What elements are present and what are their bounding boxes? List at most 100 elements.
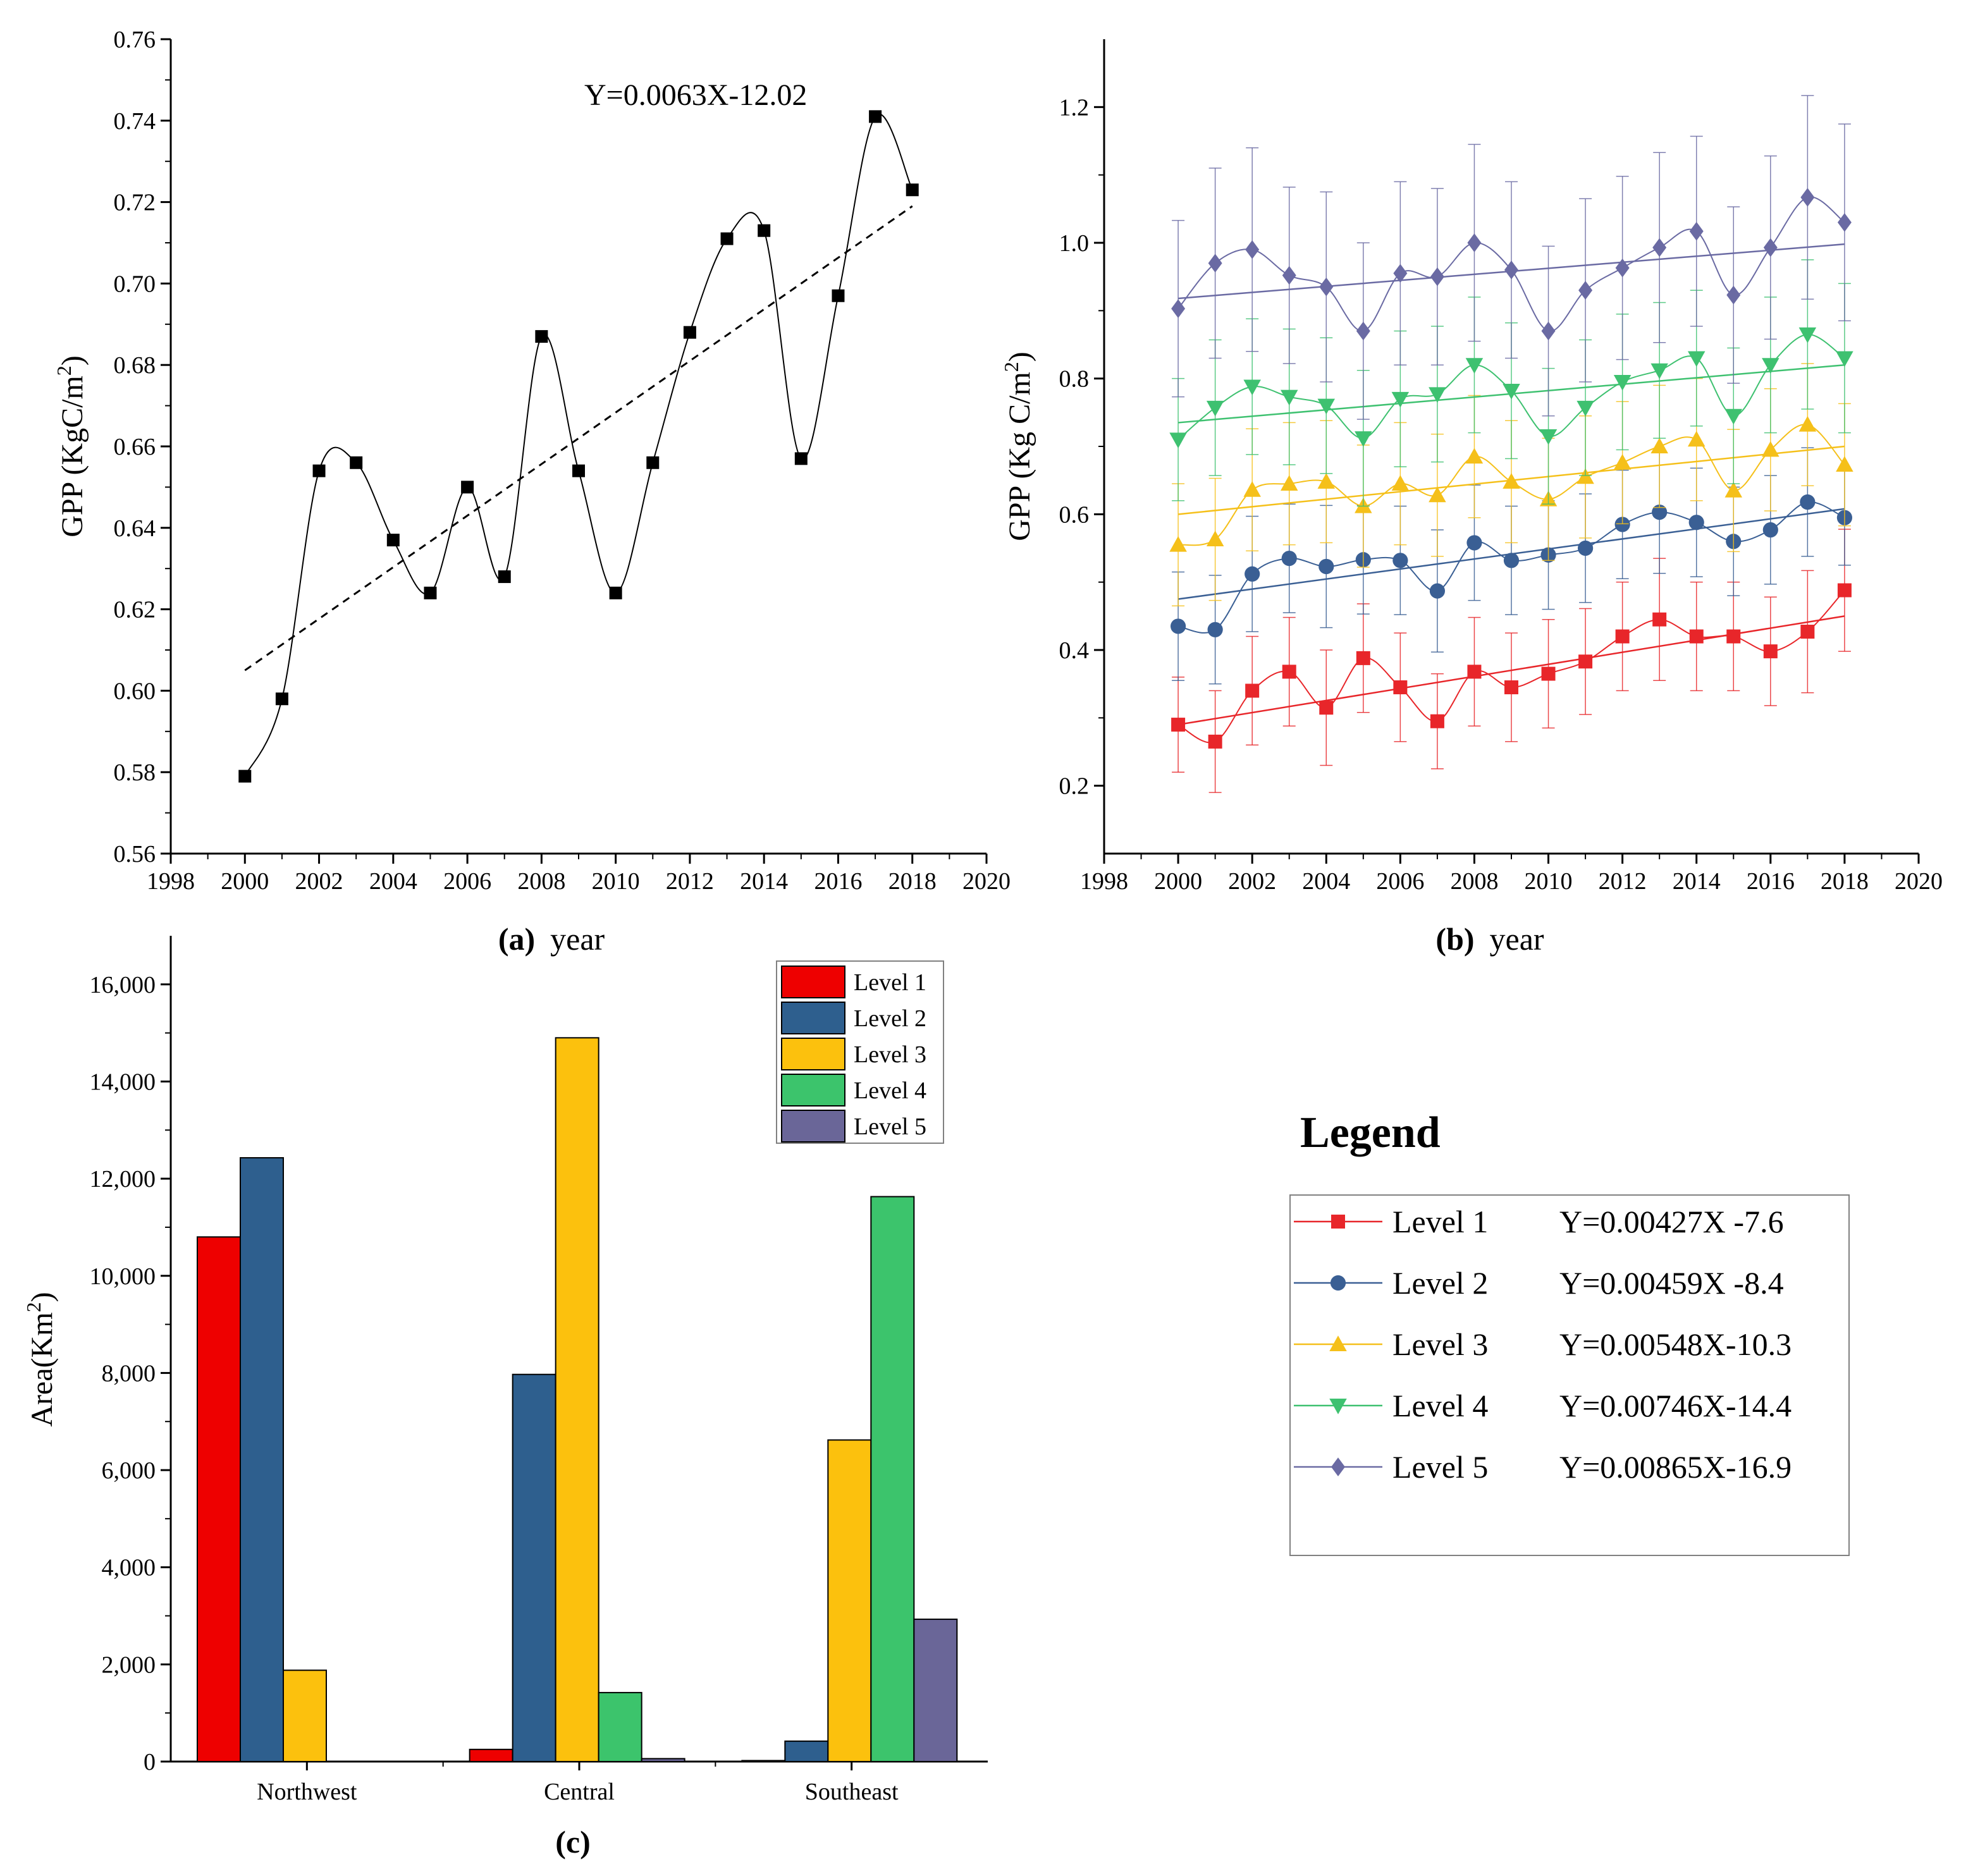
data-point [1836, 351, 1853, 367]
data-point [1393, 264, 1408, 283]
data-point [1798, 327, 1817, 343]
y-tick-label: 4,000 [102, 1555, 156, 1581]
data-point [1503, 473, 1520, 489]
data-point [1243, 379, 1261, 396]
x-tick-label: 2002 [295, 868, 343, 895]
data-point [1652, 505, 1668, 520]
data-point [1391, 391, 1410, 408]
data-point [312, 464, 326, 477]
data-point [1613, 454, 1632, 470]
data-point [1281, 551, 1297, 567]
x-tick-label: 2014 [1673, 868, 1721, 895]
data-point [1465, 358, 1484, 374]
bar-central-level-3 [555, 1037, 599, 1762]
x-tick-label: 2008 [1450, 868, 1498, 895]
x-tick-label: 2004 [369, 868, 417, 895]
bar-northwest-level-3 [283, 1669, 327, 1763]
data-point [1577, 468, 1594, 484]
data-point [1689, 629, 1704, 644]
x-tick-label: Southeast [805, 1779, 899, 1805]
panel-b-axes: 1998 2000 2002 2004 2006 2008 2010 2012 2014 2016… [1059, 39, 1943, 895]
y-tick-label: 8,000 [102, 1360, 156, 1387]
legend-marker [1329, 1399, 1347, 1414]
data-point [1615, 258, 1630, 278]
data-point [1170, 618, 1186, 634]
data-point [572, 464, 585, 477]
legend-entry-level-5: Level 5 Y=0.00865X-16.9 [1294, 1449, 1792, 1485]
bar-central-level-1 [469, 1748, 513, 1763]
data-point [646, 456, 660, 469]
data-point [1762, 522, 1778, 538]
panel-c-ylabel: Area(Km2) [22, 1292, 59, 1426]
y-tick-label: 0.62 [114, 597, 156, 623]
data-point [794, 452, 808, 465]
x-tick-label: 2020 [962, 868, 1011, 895]
data-point [1504, 680, 1518, 695]
data-point [1689, 221, 1704, 241]
data-point [1245, 566, 1260, 582]
data-point [1798, 415, 1817, 432]
trend-legend-panel: Legend Level 1 Y=0.00427X -7.6 Level 2 Y=0.… [1289, 1108, 1850, 1556]
data-point [1837, 212, 1852, 232]
panel-c-axes: 0 2,000 4,000 6,000 8,000 10,000 12,000 14,000 1… [90, 936, 988, 1805]
x-tick-label: 2010 [1525, 868, 1573, 895]
x-tick-label: 2010 [592, 868, 640, 895]
legend-entries: Level 1 Y=0.00427X -7.6 Level 2 Y=0.00459X … [1294, 1204, 1792, 1485]
y-tick-label: 10,000 [90, 1263, 156, 1290]
bar-central-level-5 [641, 1758, 685, 1763]
data-point [1578, 281, 1593, 300]
data-point [1208, 254, 1222, 273]
y-tick-label: 0.60 [114, 678, 156, 704]
data-point [1393, 680, 1408, 695]
legend-label: Level 4 [854, 1077, 926, 1104]
legend-label: Level 1 [1392, 1204, 1488, 1239]
x-tick-label: Central [544, 1779, 615, 1805]
legend-marker [1329, 1335, 1347, 1351]
y-tick-label: 0.76 [114, 27, 156, 53]
legend-label: Level 1 [854, 969, 926, 996]
data-point [1577, 540, 1594, 556]
data-point [1391, 475, 1410, 491]
data-point [758, 224, 771, 237]
x-tick-label: 2000 [221, 868, 269, 895]
bar-southeast-level-5 [913, 1618, 958, 1762]
data-point [1467, 233, 1482, 252]
legend-label: Level 3 [854, 1041, 926, 1068]
y-tick-label: 1.0 [1059, 230, 1090, 257]
data-point [1578, 654, 1593, 669]
y-tick-label: 0.66 [114, 434, 156, 460]
data-point [683, 326, 696, 339]
data-point [1429, 387, 1446, 403]
bar-southeast-level-4 [870, 1196, 915, 1762]
data-point [1280, 475, 1298, 491]
legend-title: Legend [1300, 1108, 1441, 1157]
data-point [1430, 267, 1444, 286]
data-point [1429, 583, 1446, 599]
panel-c-caption: (c) [555, 1824, 591, 1860]
x-tick-label: 2006 [1376, 868, 1424, 895]
series-level-4 [1169, 259, 1853, 507]
legend-equation: Y=0.00865X-16.9 [1559, 1449, 1792, 1485]
series-level-1 [1171, 529, 1852, 794]
panel-c-legend: Level 1 Level 2 Level 3 Level 4 Level 5 [776, 960, 944, 1144]
legend-equation: Y=0.00427X -7.6 [1559, 1204, 1784, 1239]
legend-equation: Y=0.00746X-14.4 [1559, 1388, 1792, 1423]
data-point [1615, 629, 1630, 644]
series-curve [244, 113, 913, 777]
data-point [720, 232, 734, 245]
data-point [1762, 358, 1779, 374]
bar-northwest-level-2 [240, 1157, 284, 1762]
data-point [1687, 351, 1706, 367]
data-point [1206, 530, 1224, 547]
legend-label: Level 5 [854, 1113, 926, 1140]
x-tick-label: 1998 [1080, 868, 1128, 895]
data-point [1171, 299, 1186, 318]
data-point [1355, 431, 1372, 447]
data-point [1837, 583, 1852, 598]
data-point [1652, 612, 1667, 627]
panel-b-ylabel: GPP (Kg C/m2) [1000, 352, 1036, 541]
data-point [1465, 448, 1484, 464]
data-point [1169, 432, 1187, 449]
legend-label: Level 3 [1392, 1327, 1488, 1362]
data-point [535, 330, 548, 343]
